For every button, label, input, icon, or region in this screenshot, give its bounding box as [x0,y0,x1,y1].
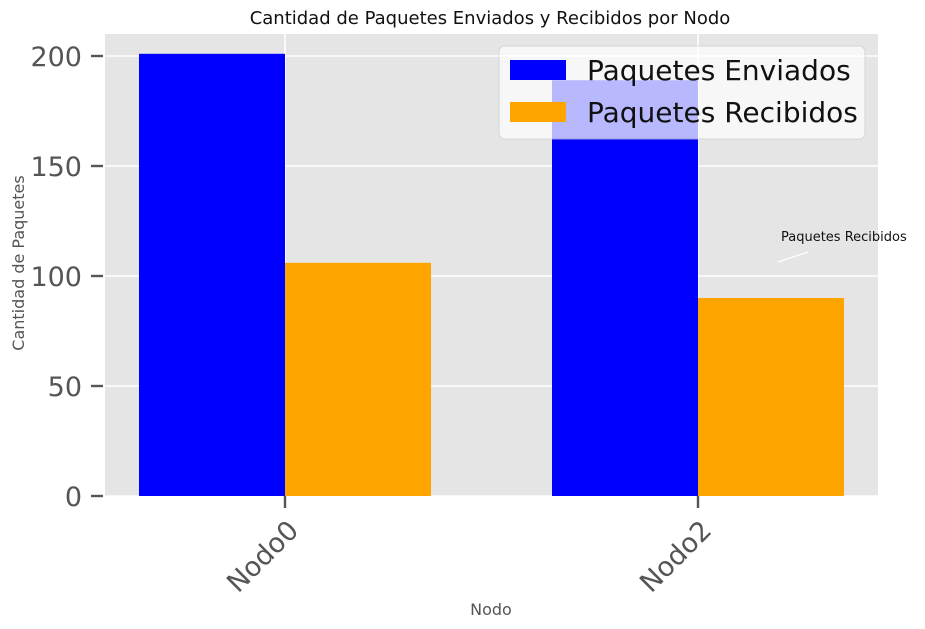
legend-swatch-recibidos [510,102,566,122]
y-tick-label: 200 [30,42,82,73]
y-tick-label: 50 [48,372,82,403]
y-tick-label: 100 [30,262,82,293]
y-tick-label: 150 [30,152,82,183]
x-axis-label: Nodo [470,600,512,619]
bar-recibidos-nodo0 [285,262,431,496]
annotation-arrow [777,251,809,263]
bar-enviados-nodo0 [139,53,285,497]
annotations: Paquetes Recibidos [777,230,907,263]
bar-recibidos-nodo2 [698,298,844,496]
bar-enviados-nodo2 [552,80,698,496]
legend-label-enviados: Paquetes Enviados [587,54,851,87]
bars [139,53,844,497]
y-tick-label: 0 [65,482,82,513]
annotation-label: Paquetes Recibidos [781,230,907,245]
y-axis-label: Cantidad de Paquetes [9,175,28,350]
legend-label-recibidos: Paquetes Recibidos [587,96,858,129]
chart-title: Cantidad de Paquetes Enviados y Recibido… [250,8,731,29]
legend: Paquetes Enviados Paquetes Recibidos [498,45,866,140]
legend-swatch-enviados [510,60,566,80]
legend-box [498,45,866,140]
